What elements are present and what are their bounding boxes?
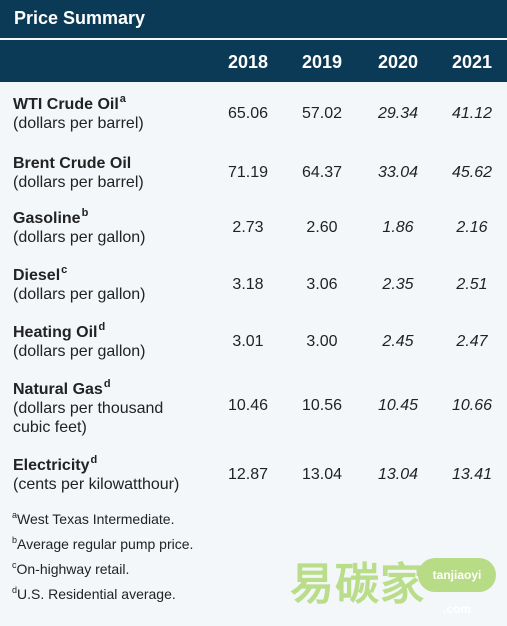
row-label: Brent Crude Oil (dollars per barrel)	[13, 154, 213, 192]
row-name: Dieselc	[13, 264, 213, 285]
row-label: Heating Oild (dollars per gallon)	[13, 321, 213, 361]
price-cell-2019: 57.02	[301, 105, 343, 122]
footnote-text: Average regular pump price.	[17, 536, 194, 552]
price-cell-2020: 29.34	[377, 105, 419, 122]
row-label: Electricityd (cents per kilowatthour)	[13, 454, 213, 494]
price-cell-2021: 45.62	[451, 164, 493, 181]
row-unit: (dollars per barrel)	[13, 115, 144, 132]
footnote-mark: d	[103, 378, 111, 390]
row-label: Gasolineb (dollars per gallon)	[13, 207, 213, 247]
price-cell-2019: 10.56	[301, 397, 343, 414]
row-name-text: Brent Crude Oil	[13, 155, 132, 172]
row-label: Dieselc (dollars per gallon)	[13, 264, 213, 304]
footnote-c: cOn-highway retail.	[12, 561, 193, 586]
row-unit: (dollars per gallon)	[13, 343, 146, 360]
price-cell-2020: 10.45	[377, 397, 419, 414]
row-name: Natural Gasd	[13, 378, 213, 399]
footnote-mark: a	[12, 510, 18, 520]
price-cell-2019: 64.37	[301, 164, 343, 181]
table-title: Price Summary	[0, 0, 507, 38]
row-name-text: Gasoline	[13, 210, 81, 227]
row-name: WTI Crude Oila	[13, 93, 213, 114]
price-cell-2019: 3.00	[306, 333, 338, 350]
row-label: WTI Crude Oila (dollars per barrel)	[13, 93, 213, 133]
price-cell-2018: 3.18	[232, 276, 264, 293]
footnote-mark: b	[12, 535, 18, 545]
price-cell-2021: 2.51	[456, 276, 488, 293]
row-unit: (cents per kilowatthour)	[13, 476, 180, 493]
footnote-mark: d	[12, 585, 18, 595]
row-name: Brent Crude Oil	[13, 154, 213, 173]
price-cell-2021: 41.12	[451, 105, 493, 122]
footnote-text: U.S. Residential average.	[17, 586, 176, 602]
footnote-mark: c	[12, 560, 17, 570]
price-cell-2018: 2.73	[232, 219, 264, 236]
row-unit: (dollars per thousand	[13, 400, 164, 417]
price-cell-2018: 3.01	[232, 333, 264, 350]
footnotes: aWest Texas Intermediate. bAverage regul…	[12, 511, 193, 611]
footnote-b: bAverage regular pump price.	[12, 536, 193, 561]
year-header-2019: 2019	[301, 52, 343, 72]
row-unit: cubic feet)	[13, 419, 87, 436]
price-cell-2018: 65.06	[227, 105, 269, 122]
price-cell-2020: 1.86	[382, 219, 414, 236]
price-cell-2021: 13.41	[451, 466, 493, 483]
row-name-text: Heating Oil	[13, 324, 98, 341]
row-unit: (dollars per barrel)	[13, 174, 144, 191]
price-cell-2018: 71.19	[227, 164, 269, 181]
price-cell-2019: 2.60	[306, 219, 338, 236]
year-header-2020: 2020	[377, 52, 419, 72]
site-watermark-logo: 易碳家 tanjiaoyi .com	[290, 548, 500, 616]
watermark-badge: tanjiaoyi .com	[418, 558, 496, 616]
footnote-mark: d	[90, 454, 98, 466]
price-cell-2020: 13.04	[377, 466, 419, 483]
row-name: Gasolineb	[13, 207, 213, 228]
price-cell-2020: 2.35	[382, 276, 414, 293]
row-name-text: WTI Crude Oil	[13, 96, 119, 113]
footnote-text: On-highway retail.	[16, 561, 130, 577]
price-cell-2021: 2.47	[456, 333, 488, 350]
row-unit: (dollars per gallon)	[13, 229, 146, 246]
row-name-text: Diesel	[13, 267, 61, 284]
row-unit: (dollars per gallon)	[13, 286, 146, 303]
row-label: Natural Gasd (dollars per thousand cubic f…	[13, 378, 213, 437]
price-cell-2021: 10.66	[451, 397, 493, 414]
footnote-mark: b	[81, 207, 89, 219]
row-name: Electricityd	[13, 454, 213, 475]
price-cell-2019: 13.04	[301, 466, 343, 483]
row-name-text: Natural Gas	[13, 381, 103, 398]
price-cell-2020: 2.45	[382, 333, 414, 350]
row-name-text: Electricity	[13, 457, 90, 474]
footnote-mark: a	[119, 93, 126, 105]
footnote-d: dU.S. Residential average.	[12, 586, 193, 611]
price-cell-2021: 2.16	[456, 219, 488, 236]
row-name: Heating Oild	[13, 321, 213, 342]
price-cell-2019: 3.06	[306, 276, 338, 293]
footnote-mark: d	[98, 321, 106, 333]
year-header-row: 2018 2019 2020 2021	[0, 40, 507, 82]
year-header-2018: 2018	[227, 52, 269, 72]
year-header-2021: 2021	[451, 52, 493, 72]
footnote-mark: c	[61, 264, 68, 276]
footnote-text: West Texas Intermediate.	[17, 511, 175, 527]
watermark-text: 易碳家	[290, 559, 425, 610]
price-cell-2020: 33.04	[377, 164, 419, 181]
footnote-a: aWest Texas Intermediate.	[12, 511, 193, 536]
price-cell-2018: 10.46	[227, 397, 269, 414]
price-cell-2018: 12.87	[227, 466, 269, 483]
